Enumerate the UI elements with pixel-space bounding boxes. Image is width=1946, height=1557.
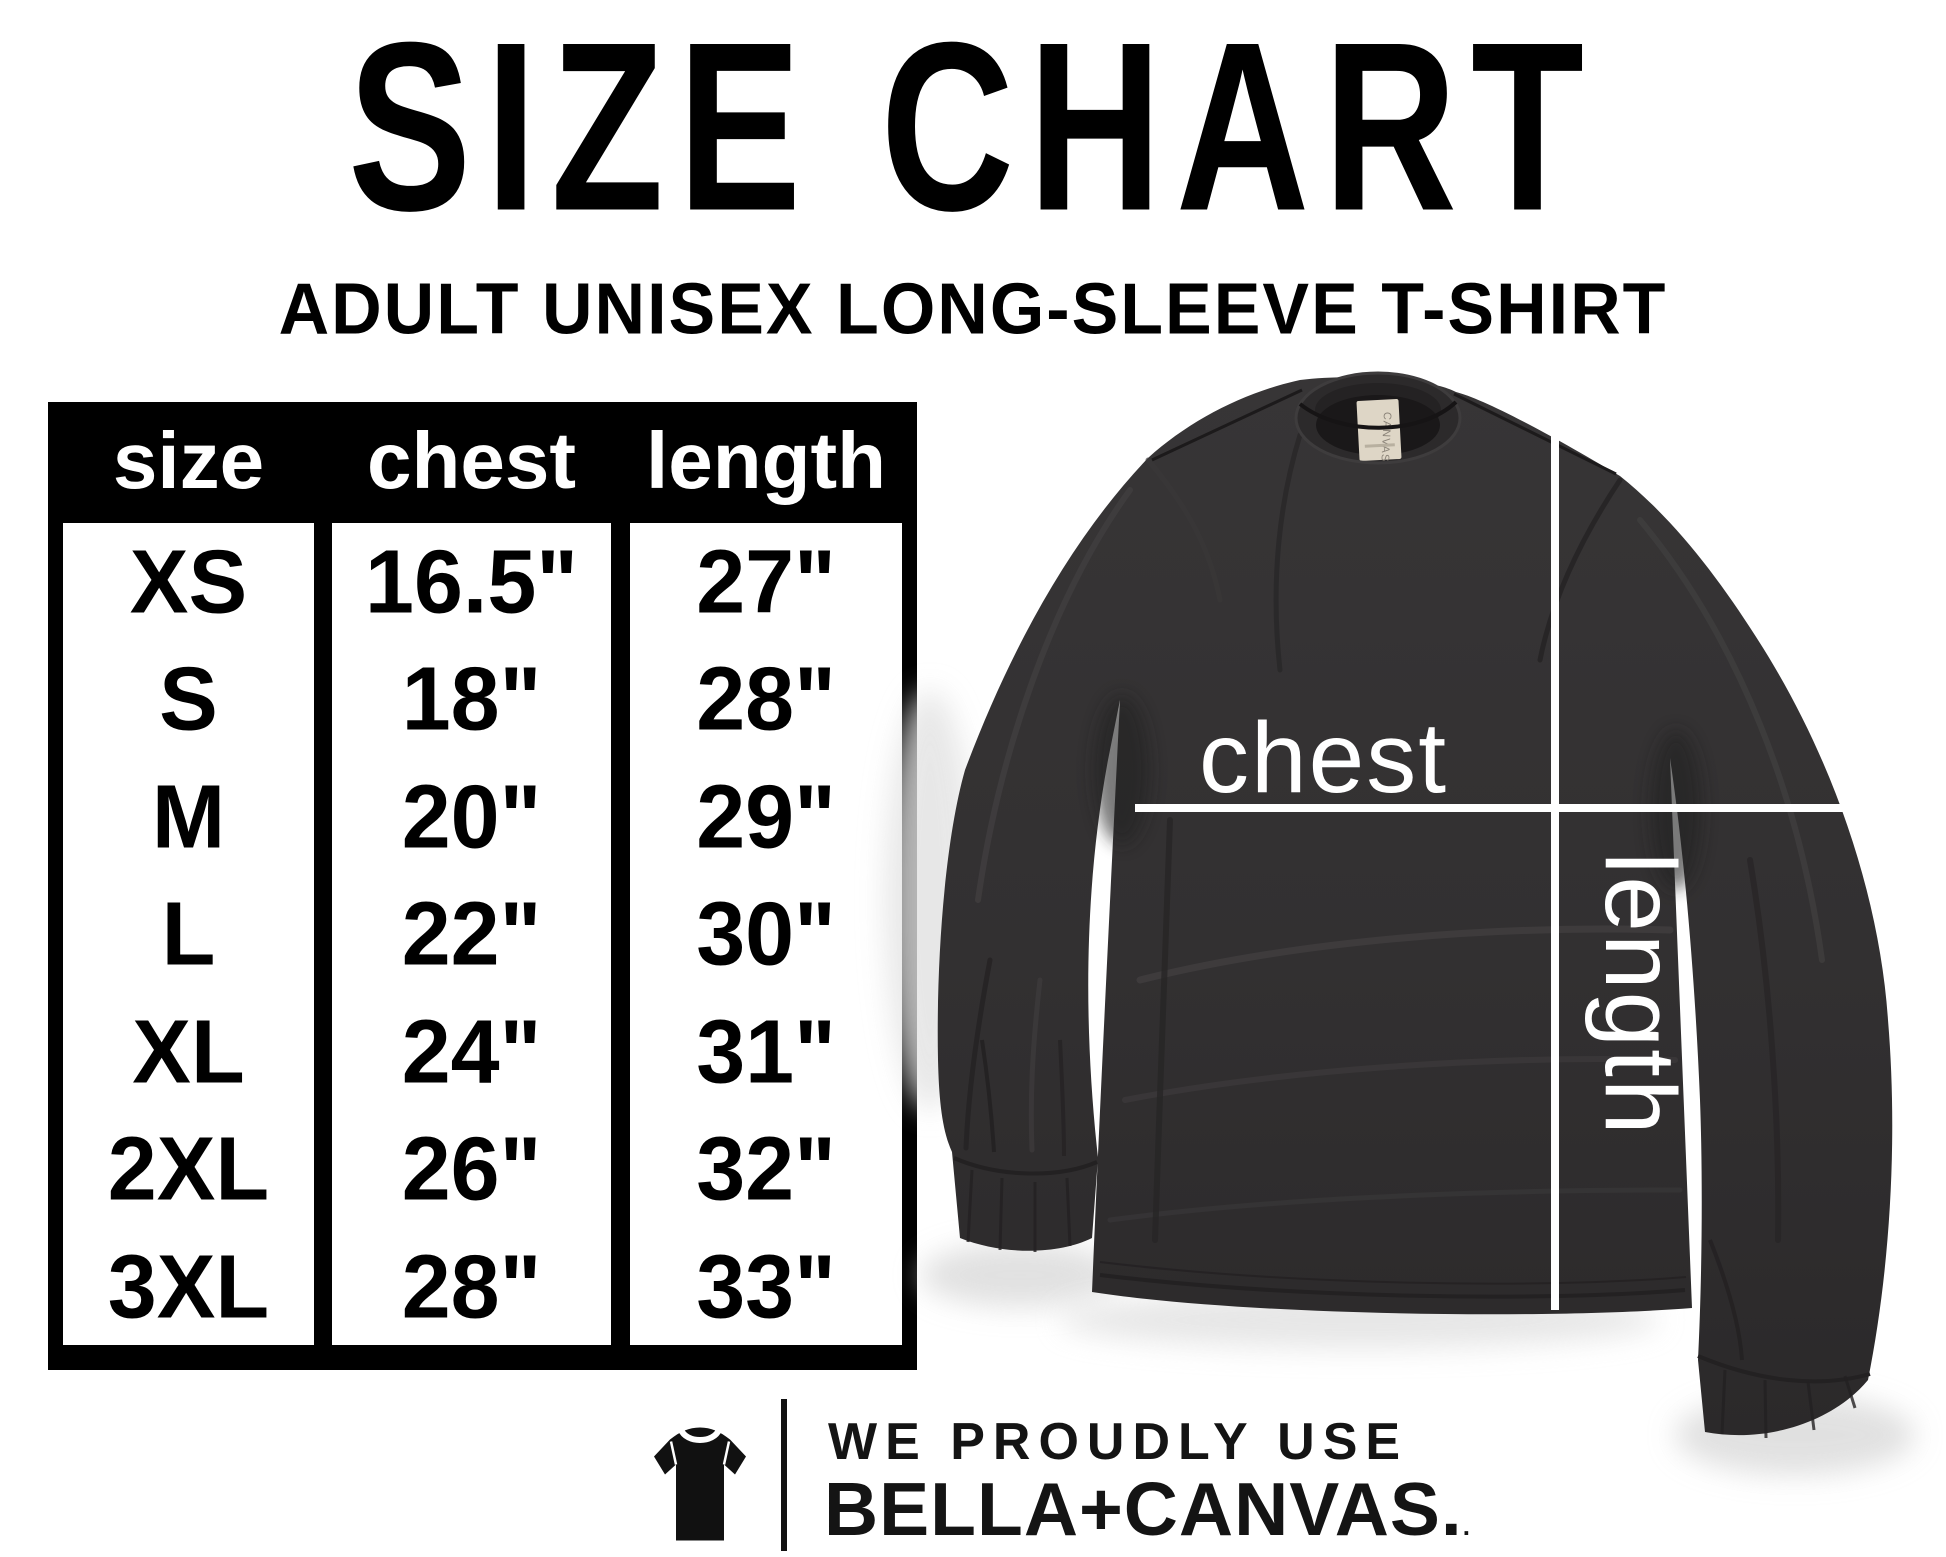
hem-seam	[1099, 1261, 1687, 1299]
table-cell-size: XL	[132, 1000, 245, 1102]
table-cell-chest: 26"	[401, 1117, 542, 1219]
table-cell-chest: 20"	[401, 765, 542, 867]
length-measure-label: length	[1584, 852, 1696, 1136]
table-cell-chest: 22"	[401, 882, 542, 984]
footer-divider	[781, 1399, 787, 1551]
column-header-size: size	[112, 416, 265, 505]
table-cell-length: 28"	[696, 648, 836, 750]
length-column: 27" 28" 29" 30" 31" 32" 33"	[630, 523, 902, 1345]
column-header-chest: chest	[367, 416, 576, 505]
table-cell-length: 30"	[696, 882, 836, 984]
table-cell-size: 2XL	[107, 1117, 270, 1219]
table-cell-length: 32"	[696, 1117, 836, 1219]
table-cell-length: 33"	[696, 1235, 836, 1337]
table-cell-length: 31"	[696, 1000, 836, 1102]
chest-column: 16.5" 18" 20" 22" 24" 26" 28"	[332, 523, 611, 1345]
size-table: size chest length XS S M L XL 2XL 3XL 16.5" 18"…	[48, 402, 917, 1370]
tshirt-icon	[654, 1427, 746, 1541]
page-subtitle: ADULT UNISEX LONG-SLEEVE T-SHIRT	[278, 267, 1668, 350]
size-column: XS S M L XL 2XL 3XL	[63, 523, 314, 1345]
shirt-photo: CANVAS chest length	[885, 368, 1915, 1475]
table-cell-chest: 16.5"	[365, 530, 578, 632]
footer-tagline: WE PROUDLY USE	[828, 1413, 1409, 1471]
table-cell-size: L	[161, 882, 216, 984]
page-title: SIZE CHART	[348, 0, 1598, 262]
table-cell-size: XS	[129, 530, 248, 632]
shoulder-seams	[1151, 388, 1617, 476]
trademark-dot: .	[1462, 1511, 1471, 1541]
table-cell-chest: 24"	[401, 1000, 542, 1102]
table-cell-size: 3XL	[107, 1235, 270, 1337]
collar: CANVAS	[1294, 371, 1462, 465]
right-cuff	[1697, 1239, 1871, 1439]
table-cell-length: 29"	[696, 765, 836, 867]
table-cell-size: S	[159, 648, 218, 750]
chest-measure-label: chest	[1199, 702, 1448, 814]
fabric-folds	[963, 432, 1825, 1243]
table-cell-size: M	[151, 765, 226, 867]
table-cell-chest: 18"	[401, 648, 542, 750]
column-header-length: length	[646, 416, 886, 505]
collar-tag-label: CANVAS	[1378, 412, 1393, 463]
footer-brand: BELLA+CANVAS..	[824, 1467, 1471, 1551]
shirt-silhouette	[937, 377, 1893, 1436]
table-cell-length: 27"	[696, 530, 836, 632]
left-cuff	[953, 1039, 1098, 1252]
table-cell-chest: 28"	[401, 1235, 542, 1337]
